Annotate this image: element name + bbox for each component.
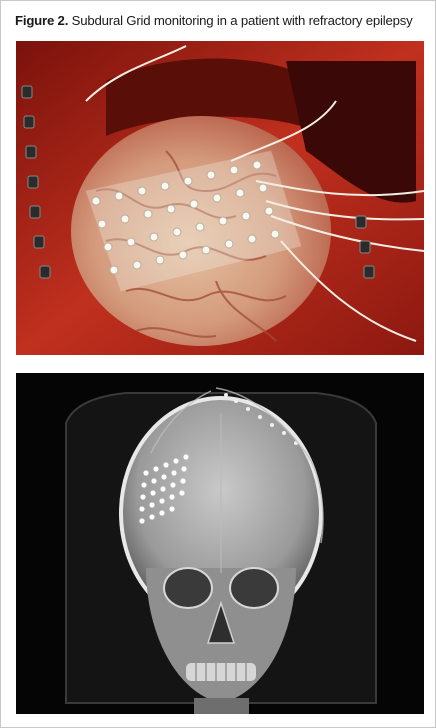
- intraoperative-photo: [16, 41, 424, 355]
- figure-caption: Figure 2. Subdural Grid monitoring in a …: [15, 13, 425, 28]
- intraoperative-photo-illustration: [16, 41, 424, 355]
- figure-caption-text: Subdural Grid monitoring in a patient wi…: [71, 13, 413, 28]
- figure-label: Figure 2.: [15, 13, 69, 28]
- skull-xray-illustration: [16, 373, 424, 714]
- xray-grid-contacts: [139, 454, 189, 524]
- skull-xray: [16, 373, 424, 714]
- electrode-grid: [91, 160, 280, 275]
